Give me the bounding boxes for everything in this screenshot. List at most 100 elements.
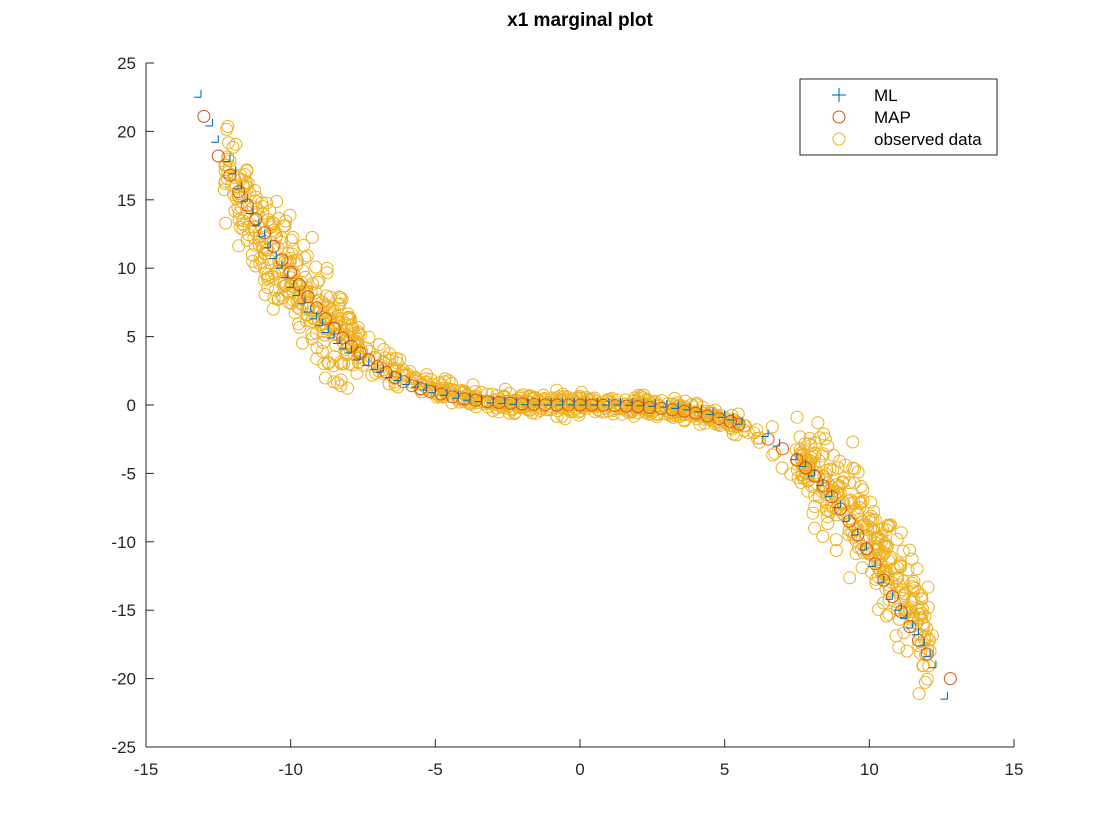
observed-data-point bbox=[266, 302, 280, 316]
observed-data-point bbox=[221, 152, 235, 166]
observed-data-point bbox=[372, 338, 386, 351]
observed-data-point bbox=[419, 375, 433, 389]
observed-data-point bbox=[510, 399, 524, 412]
y-tick-label: -10 bbox=[111, 533, 136, 552]
observed-data-point bbox=[892, 640, 906, 654]
ml-point bbox=[257, 229, 266, 238]
observed-data-point bbox=[640, 392, 654, 406]
observed-data-point bbox=[265, 270, 279, 284]
observed-data-point bbox=[903, 543, 917, 557]
observed-data-point bbox=[854, 480, 868, 493]
ml-point bbox=[205, 118, 214, 127]
observed-data-point bbox=[919, 648, 933, 662]
ml-point bbox=[486, 395, 494, 404]
observed-data-point bbox=[285, 296, 299, 310]
ml-point bbox=[361, 358, 370, 366]
ml-point bbox=[370, 362, 379, 370]
observed-data-point bbox=[226, 140, 240, 154]
ml-point bbox=[842, 514, 850, 522]
observed-data-point bbox=[283, 208, 297, 222]
legend-marker-ml bbox=[832, 88, 846, 102]
y-tick-label: 20 bbox=[117, 122, 136, 141]
observed-data-point bbox=[813, 431, 827, 445]
observed-data-point bbox=[420, 368, 434, 382]
observed-data-point bbox=[242, 228, 255, 242]
observed-data-point bbox=[217, 183, 231, 197]
observed-data-point bbox=[300, 308, 314, 322]
ml-point bbox=[353, 352, 361, 361]
observed-data-point bbox=[272, 260, 286, 274]
observed-data-point bbox=[741, 426, 755, 440]
ml-point bbox=[376, 365, 384, 373]
ml-point bbox=[798, 459, 807, 468]
observed-data-point bbox=[821, 439, 835, 453]
observed-data-point bbox=[228, 204, 242, 218]
observed-data-point bbox=[271, 291, 285, 305]
observed-data-point bbox=[789, 443, 803, 457]
observed-data-point bbox=[345, 358, 359, 372]
ml-point bbox=[790, 452, 798, 461]
observed-data-point bbox=[851, 465, 865, 479]
ml-point bbox=[384, 370, 393, 379]
ml-point bbox=[303, 305, 312, 313]
observed-data-point bbox=[340, 329, 354, 342]
map-point bbox=[724, 414, 737, 428]
ml-point bbox=[590, 398, 598, 406]
x-tick-label: -15 bbox=[134, 760, 159, 779]
observed-data-point bbox=[335, 357, 348, 371]
ml-point bbox=[419, 383, 428, 391]
observed-data-point bbox=[738, 419, 752, 433]
observed-data-point bbox=[803, 431, 817, 445]
y-tick-label: 25 bbox=[117, 54, 136, 73]
map-point bbox=[336, 331, 350, 345]
observed-data-point bbox=[263, 204, 276, 218]
observed-data-point bbox=[328, 311, 342, 325]
map-point bbox=[318, 312, 332, 326]
ml-point bbox=[332, 336, 341, 344]
observed-data-point bbox=[905, 580, 919, 594]
map-point bbox=[223, 168, 237, 182]
observed-data-point bbox=[897, 587, 911, 601]
observed-data-point bbox=[249, 190, 263, 204]
observed-data-point bbox=[320, 261, 334, 275]
observed-data-point bbox=[253, 233, 267, 247]
observed-data-point bbox=[267, 291, 281, 305]
ml-point bbox=[555, 398, 564, 406]
observed-data-point bbox=[650, 410, 664, 424]
axes: -15 -10 -5 0 5 10 15 -25 -20 -15 -10 -5 0 5 10 15 20 25 bbox=[111, 54, 1023, 779]
observed-data-point bbox=[332, 290, 346, 304]
observed-data-point bbox=[843, 571, 857, 585]
observed-data-point bbox=[816, 447, 830, 461]
map-point bbox=[258, 226, 272, 240]
ml-point bbox=[671, 401, 679, 409]
observed-data-point bbox=[846, 435, 860, 449]
observed-data-point bbox=[817, 469, 831, 483]
observed-data-point bbox=[321, 355, 335, 369]
observed-data-point bbox=[915, 592, 929, 606]
observed-data-point bbox=[305, 230, 319, 244]
ml-point bbox=[275, 261, 283, 269]
legend-marker-map bbox=[832, 110, 846, 124]
observed-data-point bbox=[752, 435, 766, 449]
observed-data-point bbox=[821, 517, 835, 530]
map-point bbox=[859, 542, 873, 556]
observed-data-point bbox=[893, 559, 907, 573]
observed-data-point bbox=[913, 608, 927, 621]
observed-data-point bbox=[882, 607, 896, 621]
y-tick-label: 0 bbox=[127, 396, 136, 415]
ml-point bbox=[439, 388, 448, 396]
ml-point bbox=[428, 385, 436, 394]
ml-point bbox=[659, 400, 668, 408]
observed-data-point bbox=[855, 561, 869, 575]
observed-data-point bbox=[875, 534, 889, 548]
observed-data-point bbox=[300, 281, 314, 295]
ml-point bbox=[344, 346, 352, 354]
observed-data-point bbox=[341, 381, 355, 395]
observed-data-point bbox=[900, 644, 914, 658]
observed-data-point bbox=[246, 254, 260, 268]
observed-data-point bbox=[267, 223, 281, 237]
map-point bbox=[943, 672, 957, 686]
ml-point bbox=[833, 500, 841, 509]
ml-point bbox=[911, 627, 920, 636]
